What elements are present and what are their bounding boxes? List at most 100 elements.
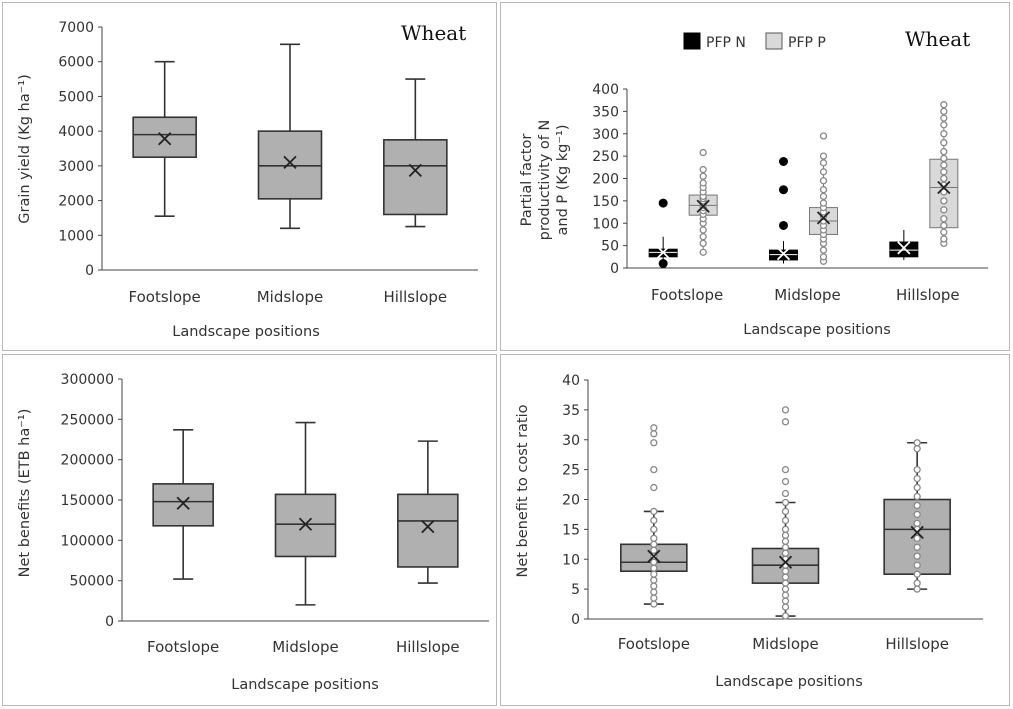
data-point — [650, 588, 658, 596]
box — [132, 116, 197, 158]
y-tick-label: 3000 — [58, 159, 94, 175]
data-point — [940, 235, 948, 243]
data-point — [781, 591, 790, 599]
data-point — [650, 600, 658, 608]
data-point — [940, 221, 948, 230]
y-tick-label: 40 — [562, 373, 580, 389]
data-point — [940, 197, 948, 205]
data-point — [650, 540, 658, 548]
y-tick-label: 15 — [562, 522, 580, 538]
data-point — [940, 174, 948, 183]
data-point — [781, 531, 790, 540]
data-point — [650, 564, 658, 572]
x-category-label: Footslope — [129, 288, 201, 306]
data-point — [913, 510, 921, 519]
data-point — [781, 579, 790, 587]
data-point — [819, 177, 828, 185]
data-point — [781, 489, 790, 498]
mean-marker — [408, 163, 422, 178]
y-tick-label: 7000 — [58, 20, 94, 36]
y-tick-label: 350 — [592, 104, 619, 120]
data-point — [650, 546, 658, 554]
data-point — [781, 507, 790, 516]
y-tick-label: 25 — [562, 463, 580, 479]
y-axis-title-line-3: and P (Kg kg⁻¹) — [555, 125, 571, 236]
data-point — [819, 152, 828, 160]
y-tick-label: 10 — [562, 552, 580, 568]
y-axis-title: Partial factor productivity of N and P (… — [519, 120, 571, 241]
x-axis-title: Landscape positions — [715, 674, 863, 690]
y-tick-label: 250 — [592, 149, 619, 165]
mean-marker — [298, 517, 313, 531]
data-point — [781, 516, 790, 525]
y-tick-label: 0 — [610, 261, 619, 277]
data-point — [781, 525, 790, 534]
x-category-label: Midslope — [774, 286, 841, 304]
y-tick-label: 100 — [592, 216, 619, 232]
data-point — [819, 246, 828, 254]
data-point — [781, 498, 790, 507]
grain-yield-chart-panel: 0 1000 2000 3000 4000 5000 6000 7000 Footslope Mi… — [2, 2, 497, 351]
data-point — [940, 114, 948, 122]
data-point — [650, 516, 658, 525]
data-point — [819, 159, 828, 167]
data-point — [699, 239, 707, 248]
y-tick-label: 150000 — [61, 493, 114, 509]
x-category-label: Footslope — [147, 638, 219, 656]
data-point — [819, 253, 828, 261]
data-point — [781, 406, 790, 414]
data-point — [819, 199, 828, 207]
x-category-label: Footslope — [618, 635, 690, 653]
mean-marker — [816, 211, 831, 225]
data-point — [781, 585, 790, 593]
y-tick-label: 5000 — [58, 89, 94, 105]
mean-marker — [910, 525, 924, 539]
pfp-chart: 0 50 100 150 200 250 300 350 400 Footslope Midslop… — [519, 27, 988, 338]
data-point — [940, 139, 948, 147]
outlier-point — [779, 185, 788, 195]
y-axis-title: Grain yield (Kg ha⁻¹) — [17, 74, 33, 223]
data-point — [913, 534, 921, 542]
x-category-label: Midslope — [257, 288, 324, 306]
outlier-point — [658, 198, 668, 208]
x-category-label: Midslope — [272, 638, 339, 656]
x-category-label: Footslope — [651, 286, 723, 304]
data-point — [699, 165, 707, 174]
data-point — [781, 537, 790, 545]
y-tick-label: 5 — [571, 582, 580, 598]
mean-marker — [647, 549, 661, 563]
y-axis-title-line-2: productivity of N — [537, 120, 553, 241]
legend-swatch-pfp-p — [765, 32, 783, 50]
legend-swatch-pfp-n — [683, 32, 701, 50]
legend: PFP N PFP P — [683, 32, 826, 51]
data-point — [650, 576, 658, 584]
data-point — [940, 121, 948, 129]
y-tick-label: 2000 — [58, 194, 94, 210]
box — [257, 130, 323, 200]
data-point — [781, 603, 790, 611]
data-point — [940, 215, 948, 223]
data-point — [913, 501, 921, 510]
data-point — [650, 570, 658, 578]
data-point — [650, 534, 658, 542]
data-point — [650, 594, 658, 602]
y-tick-label: 200000 — [61, 453, 114, 469]
data-point — [699, 172, 707, 180]
data-point — [650, 558, 658, 566]
outlier-point — [779, 156, 788, 166]
x-category-label: Hillslope — [383, 288, 447, 306]
data-point — [940, 161, 948, 169]
data-point — [940, 101, 948, 109]
box — [889, 241, 919, 258]
bc-ratio-chart-panel: 0 5 10 15 20 25 30 35 40 Footslope Midslope Hillslo… — [500, 354, 1010, 706]
data-point — [913, 585, 921, 593]
x-axis-title: Landscape positions — [743, 322, 891, 338]
legend-label-pfp-p: PFP P — [788, 35, 826, 51]
x-axis-title: Landscape positions — [172, 324, 320, 340]
x-category-label: Midslope — [752, 635, 819, 653]
y-tick-label: 1000 — [58, 228, 94, 244]
mean-marker — [778, 555, 793, 569]
y-axis-title: Net benefits (ETB ha⁻¹) — [17, 409, 33, 578]
data-point — [781, 549, 790, 557]
data-point — [913, 579, 921, 587]
